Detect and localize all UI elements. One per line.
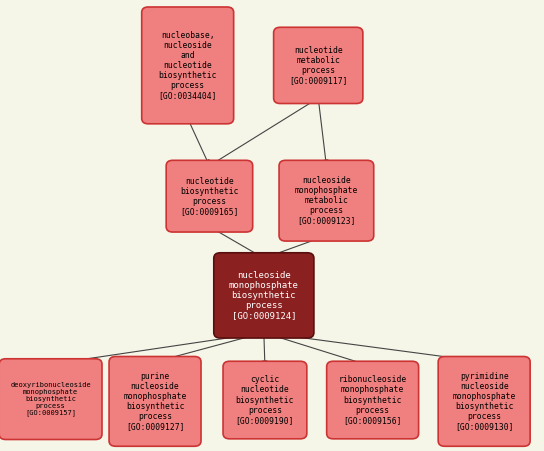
Text: nucleotide
metabolic
process
[GO:0009117]: nucleotide metabolic process [GO:0009117…	[289, 46, 348, 85]
Text: purine
nucleoside
monophosphate
biosynthetic
process
[GO:0009127]: purine nucleoside monophosphate biosynth…	[123, 372, 187, 431]
FancyBboxPatch shape	[0, 359, 102, 439]
FancyBboxPatch shape	[109, 356, 201, 446]
FancyBboxPatch shape	[438, 356, 530, 446]
FancyBboxPatch shape	[274, 27, 363, 104]
FancyBboxPatch shape	[326, 361, 419, 439]
FancyBboxPatch shape	[214, 253, 314, 338]
Text: pyrimidine
nucleoside
monophosphate
biosynthetic
process
[GO:0009130]: pyrimidine nucleoside monophosphate bios…	[453, 372, 516, 431]
Text: cyclic
nucleotide
biosynthetic
process
[GO:0009190]: cyclic nucleotide biosynthetic process […	[236, 375, 294, 425]
FancyBboxPatch shape	[166, 161, 252, 232]
Text: ribonucleoside
monophosphate
biosynthetic
process
[GO:0009156]: ribonucleoside monophosphate biosyntheti…	[338, 375, 407, 425]
Text: nucleoside
monophosphate
metabolic
process
[GO:0009123]: nucleoside monophosphate metabolic proce…	[295, 176, 358, 226]
FancyBboxPatch shape	[223, 361, 307, 439]
FancyBboxPatch shape	[141, 7, 233, 124]
Text: deoxyribonucleoside
monophosphate
biosynthetic
process
[GO:0009157]: deoxyribonucleoside monophosphate biosyn…	[10, 382, 91, 416]
FancyBboxPatch shape	[279, 160, 374, 241]
Text: nucleoside
monophosphate
biosynthetic
process
[GO:0009124]: nucleoside monophosphate biosynthetic pr…	[229, 271, 299, 320]
Text: nucleobase,
nucleoside
and
nucleotide
biosynthetic
process
[GO:0034404]: nucleobase, nucleoside and nucleotide bi…	[158, 31, 217, 100]
Text: nucleotide
biosynthetic
process
[GO:0009165]: nucleotide biosynthetic process [GO:0009…	[180, 177, 239, 216]
